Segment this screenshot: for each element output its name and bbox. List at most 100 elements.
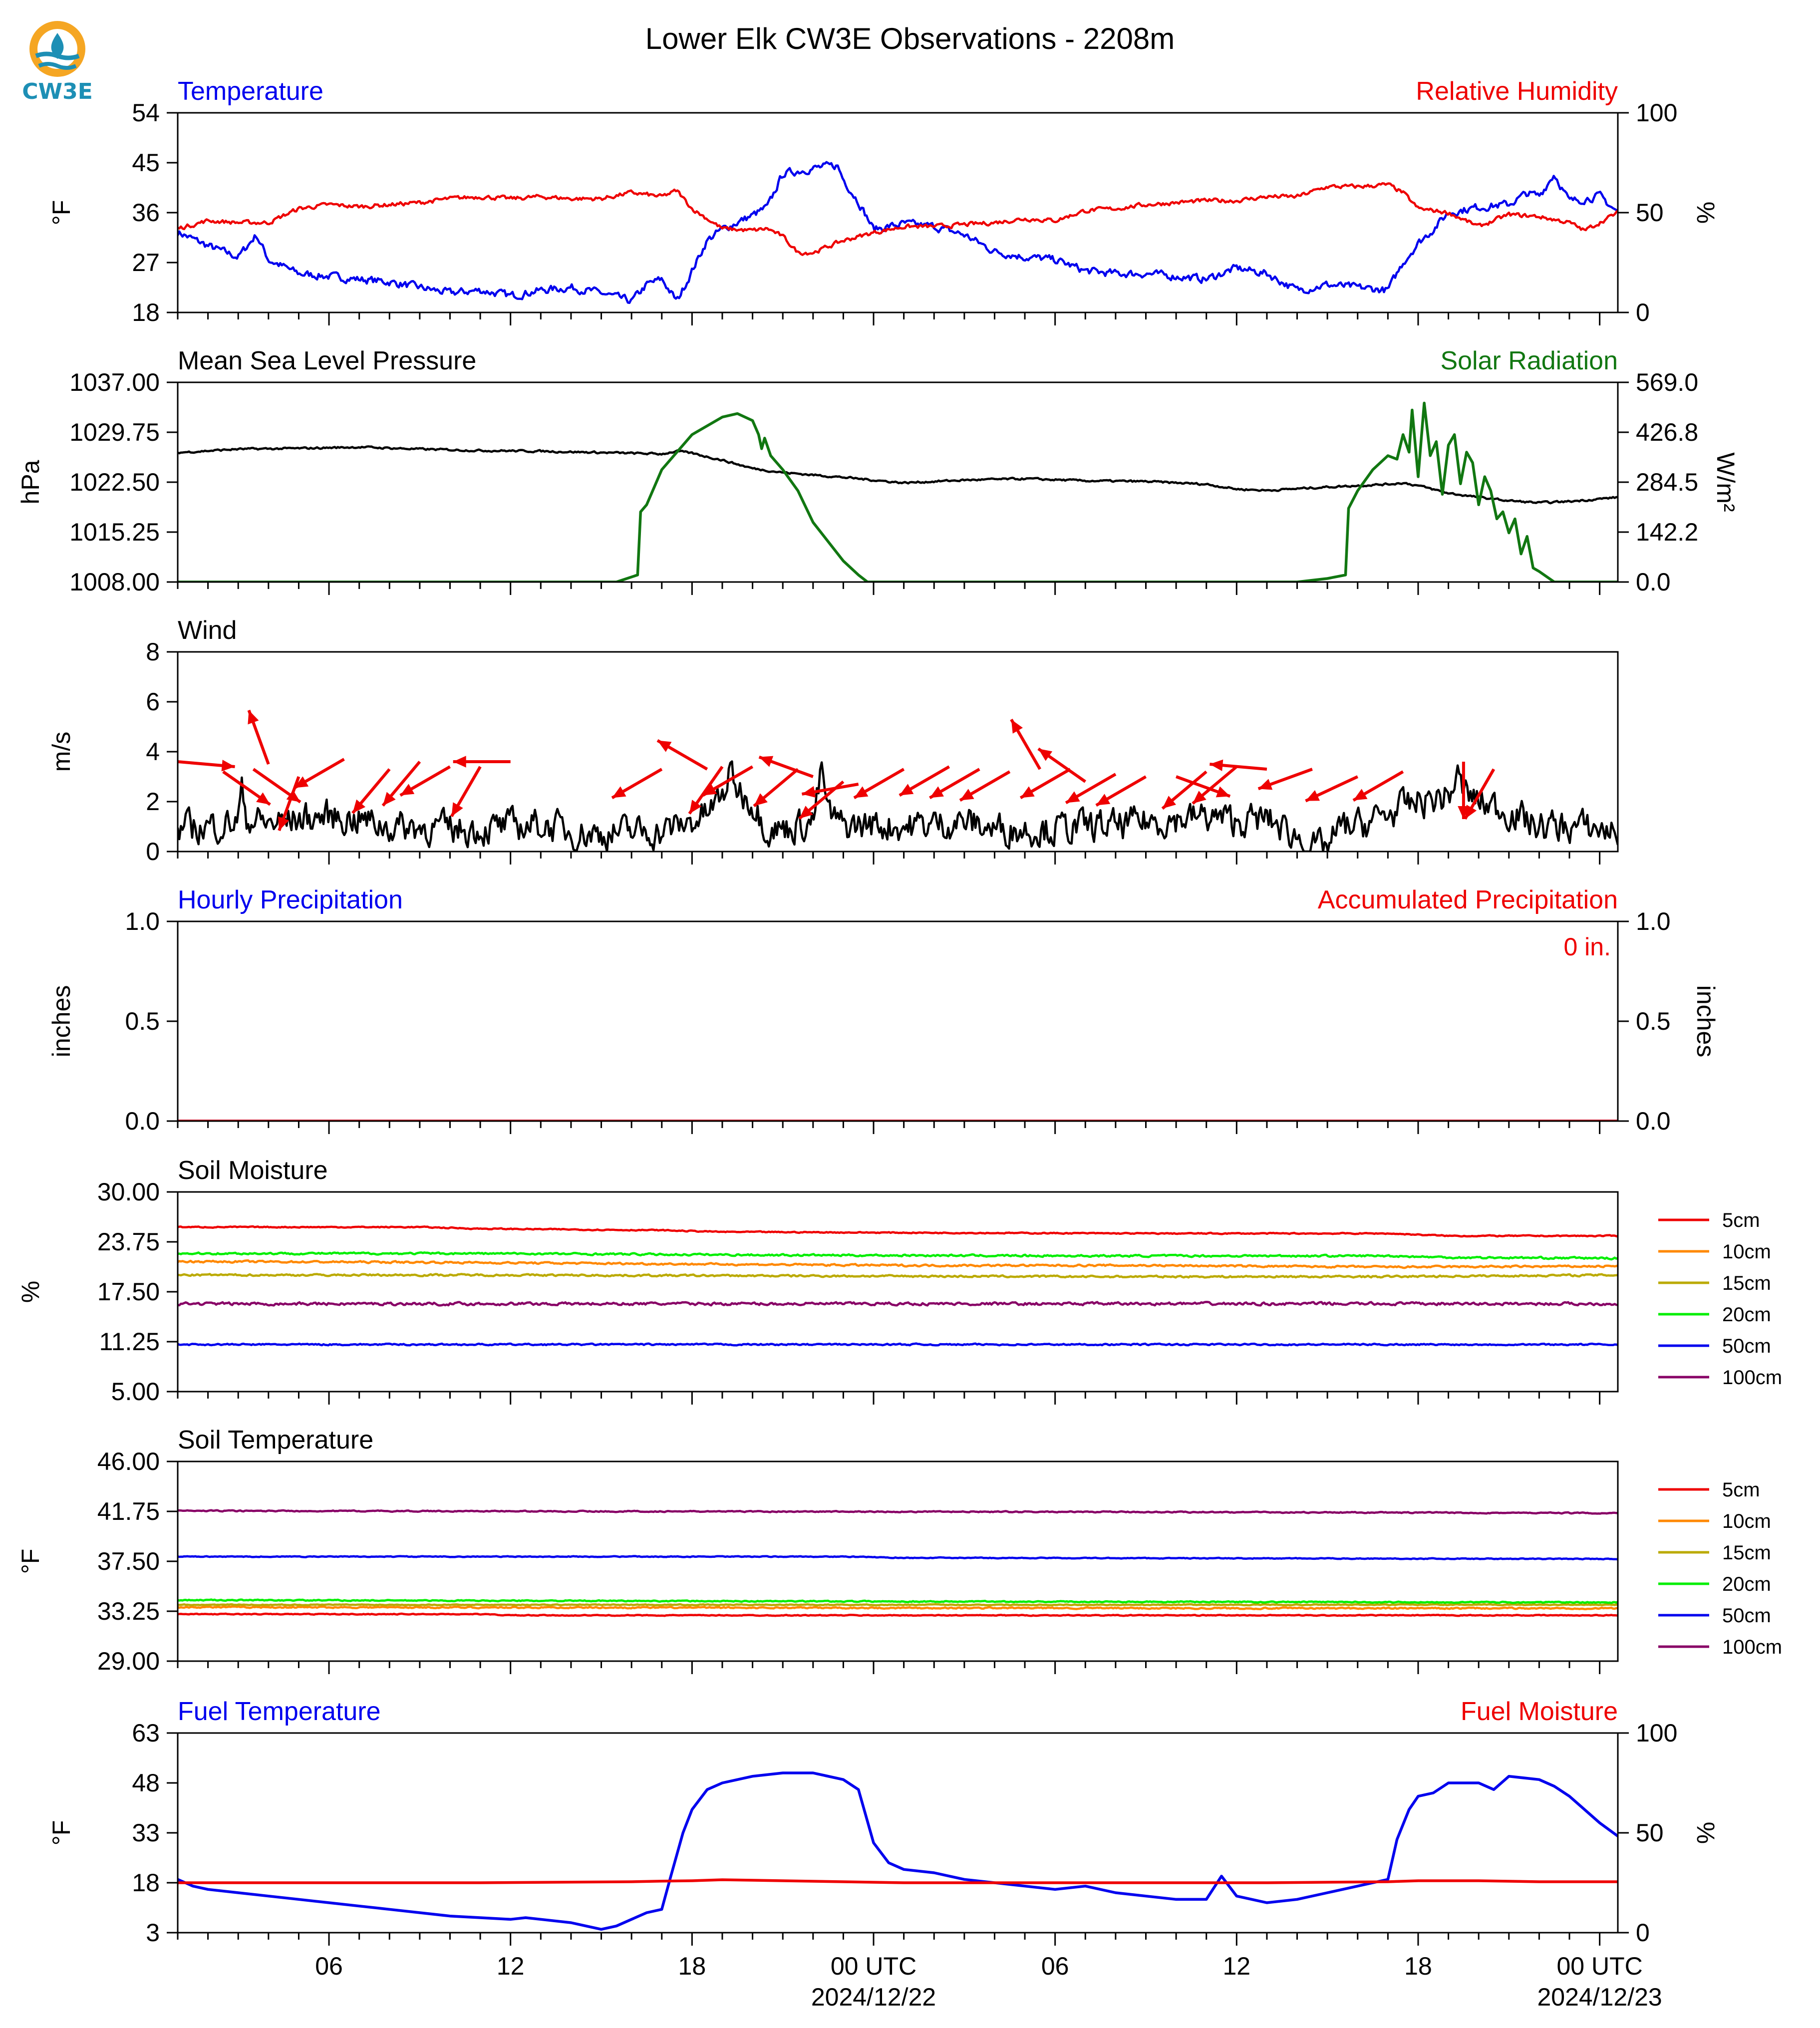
wind-vectors [178, 709, 1496, 832]
y-axis-label: m/s [47, 732, 75, 772]
wind-arrow-head-34 [1353, 789, 1368, 801]
panel-series [178, 401, 1618, 582]
panel-title-left: Soil Moisture [178, 1156, 328, 1185]
x-tick-label: 00 UTC [1557, 1952, 1643, 1980]
panel-frame [177, 1191, 1619, 1393]
y-tick-label-right: 1.0 [1636, 907, 1671, 935]
y-tick-label: 1022.50 [69, 468, 160, 496]
series-temp_rh-temperature [178, 161, 1618, 304]
y-tick-label: 18 [132, 1869, 160, 1897]
y-tick-label: 41.75 [97, 1497, 160, 1525]
legend-label: 15cm [1722, 1272, 1771, 1294]
wind-arrow-head-26 [1066, 791, 1080, 803]
y-axis-right: 0 50 100 [1618, 99, 1677, 326]
x-ticks [177, 1933, 1601, 1946]
wind-arrow-head-0 [221, 760, 235, 772]
panel-series [178, 709, 1618, 852]
legend-label: 15cm [1722, 1542, 1771, 1564]
series-temp_rh-relative-humidity [178, 182, 1618, 256]
y-tick-label: 17.50 [97, 1278, 160, 1306]
series-soil_temp-50cm [178, 1555, 1618, 1561]
panel-series [178, 1509, 1618, 1617]
y-tick-label-right: 0.0 [1636, 1107, 1671, 1135]
series-soil_temp-5cm [178, 1612, 1618, 1617]
panel-frame [177, 920, 1619, 1122]
y-tick-label: 29.00 [97, 1647, 160, 1675]
x-ticks [177, 852, 1601, 865]
y-tick-label: 54 [132, 99, 160, 127]
y-tick-label-right: 0.5 [1636, 1007, 1671, 1035]
y-axis-label: °F [47, 1820, 75, 1846]
legend-label: 10cm [1722, 1510, 1771, 1532]
wind-arrow-head-1 [256, 792, 271, 805]
series-pressure_solar-mean-sea-level-pressure [178, 445, 1618, 505]
y-tick-label: 2 [146, 788, 160, 816]
wind-arrow-head-32 [1258, 779, 1273, 790]
y-tick-label-right: 284.5 [1636, 468, 1698, 496]
panel-title-left: Soil Temperature [178, 1426, 373, 1454]
y-tick-label: 0.0 [125, 1107, 160, 1135]
panel-title-left: Mean Sea Level Pressure [178, 346, 476, 375]
panel-frame [177, 1732, 1619, 1934]
x-tick-label: 18 [1404, 1952, 1432, 1980]
panel-soil_moisture: 5.00 11.25 17.50 23.75 30.00% Soil Moisture 5c… [16, 1156, 1782, 1406]
y-axis-label-right: W/m² [1712, 452, 1740, 512]
y-tick-label: 36 [132, 199, 160, 227]
wind-arrow-head-21 [929, 786, 944, 798]
y-tick-label-right: 100 [1636, 1719, 1677, 1747]
y-tick-label-right: 142.2 [1636, 518, 1698, 546]
y-tick-label: 30.00 [97, 1178, 160, 1206]
panel-series [178, 161, 1618, 304]
y-axis-left: 3 18 33 48 63 [132, 1719, 178, 1947]
legend-label: 10cm [1722, 1241, 1771, 1263]
wind-arrow-head-33 [1305, 790, 1320, 801]
y-tick-label-right: 0 [1636, 298, 1650, 326]
legend-label: 20cm [1722, 1573, 1771, 1595]
y-axis-label: inches [47, 985, 75, 1058]
y-tick-label: 11.25 [99, 1328, 160, 1356]
wind-arrow-head-15 [754, 793, 768, 806]
y-tick-label: 46.00 [97, 1448, 160, 1475]
wind-arrow-head-19 [854, 786, 869, 798]
series-soil_temp-15cm [178, 1603, 1618, 1607]
panel-precip: 0.0 0.5 1.0 inches 0.0 0.5 1.0 inches Hourly Pre… [47, 885, 1720, 1135]
x-tick-label: 06 [1041, 1952, 1069, 1980]
y-tick-label: 1008.00 [69, 568, 160, 596]
wind-arrow-head-9 [451, 802, 463, 817]
x-ticks [177, 312, 1601, 325]
y-axis-label: hPa [16, 460, 44, 504]
y-axis-left: 0 2 4 6 8 [146, 638, 178, 866]
precip-total-annotation: 0 in. [1563, 933, 1611, 961]
panel-title-left: Fuel Temperature [178, 1697, 381, 1726]
wind-arrow-head-16 [759, 756, 774, 767]
legend-label: 100cm [1722, 1367, 1782, 1389]
wind-arrow-head-27 [1096, 794, 1111, 806]
y-tick-label-right: 0.0 [1636, 568, 1671, 596]
y-axis-left: 1008.00 1015.25 1022.50 1029.75 1037.00 [69, 368, 178, 596]
wind-arrow-head-28 [1215, 786, 1230, 798]
y-axis-label: % [16, 1281, 44, 1303]
wind-arrow-head-17 [799, 806, 813, 819]
y-tick-label-right: 50 [1636, 1819, 1664, 1847]
y-tick-label: 8 [146, 638, 160, 666]
y-axis-label-right: inches [1692, 985, 1720, 1058]
y-axis-left: 5.00 11.25 17.50 23.75 30.00 [97, 1178, 178, 1406]
x-ticks [177, 1121, 1601, 1134]
y-tick-label: 48 [132, 1769, 160, 1797]
wind-arrow-head-3 [248, 710, 259, 725]
legend-label: 100cm [1722, 1636, 1782, 1658]
series-soil_temp-10cm [178, 1605, 1618, 1611]
x-ticks [177, 1392, 1601, 1405]
y-tick-label: 0 [146, 838, 160, 866]
wind-arrow-head-5 [294, 776, 309, 788]
x-date-label: 2024/12/22 [811, 1983, 936, 2011]
wind-arrow-head-36 [1465, 805, 1477, 819]
legend-label: 5cm [1722, 1209, 1760, 1231]
y-axis-right: 0 50 100 [1618, 1719, 1677, 1947]
series-soil_temp-20cm [178, 1598, 1618, 1604]
logo-wordmark: CW3E [22, 79, 93, 104]
y-tick-label: 37.50 [97, 1547, 160, 1575]
x-ticks [177, 1661, 1601, 1674]
